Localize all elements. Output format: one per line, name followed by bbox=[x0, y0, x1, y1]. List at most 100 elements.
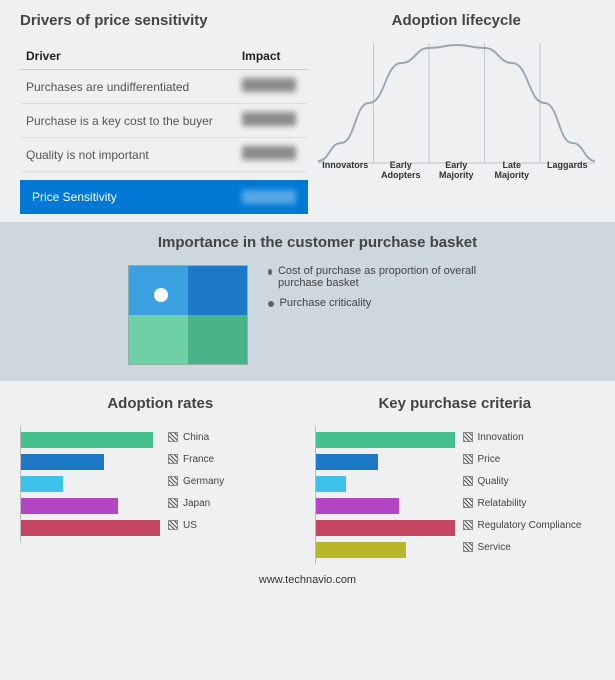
adoption-rates-title: Adoption rates bbox=[20, 395, 301, 412]
driver-label: Quality is not important bbox=[20, 138, 236, 172]
table-row: Quality is not important bbox=[20, 138, 308, 172]
legend-swatch-icon bbox=[463, 476, 473, 486]
driver-impact-blurred bbox=[236, 104, 308, 138]
driver-label: Purchases are undifferentiated bbox=[20, 70, 236, 104]
legend-item: Purchase criticality bbox=[268, 297, 488, 309]
quadrant bbox=[129, 315, 188, 364]
importance-quad-chart bbox=[128, 265, 248, 365]
legend-swatch-icon bbox=[168, 498, 178, 508]
bar-fill bbox=[316, 476, 347, 492]
criteria-chart bbox=[315, 426, 455, 564]
bar-row bbox=[316, 474, 455, 494]
bar-row bbox=[316, 452, 455, 472]
bullet-icon bbox=[268, 301, 274, 307]
legend-item: Japan bbox=[168, 492, 224, 514]
legend-swatch-icon bbox=[168, 432, 178, 442]
quadrant bbox=[188, 315, 247, 364]
legend-item: China bbox=[168, 426, 224, 448]
driver-impact-blurred bbox=[236, 138, 308, 172]
drivers-table: Driver Impact Purchases are undifferenti… bbox=[20, 43, 308, 172]
legend-swatch-icon bbox=[463, 498, 473, 508]
legend-item: Cost of purchase as proportion of overal… bbox=[268, 265, 488, 289]
bar-fill bbox=[21, 432, 153, 448]
bar-fill bbox=[21, 498, 118, 514]
legend-item: Relatability bbox=[463, 492, 582, 514]
legend-swatch-icon bbox=[463, 542, 473, 552]
bar-row bbox=[21, 518, 160, 538]
importance-legend: Cost of purchase as proportion of overal… bbox=[268, 265, 488, 317]
legend-item: US bbox=[168, 514, 224, 536]
legend-label: China bbox=[183, 432, 209, 443]
legend-label: Germany bbox=[183, 476, 224, 487]
legend-item: Quality bbox=[463, 470, 582, 492]
bar-row bbox=[316, 430, 455, 450]
adoption-rates-chart bbox=[20, 426, 160, 542]
importance-marker bbox=[154, 288, 168, 302]
legend-item: France bbox=[168, 448, 224, 470]
importance-title: Importance in the customer purchase bask… bbox=[40, 234, 595, 251]
legend-label: Regulatory Compliance bbox=[478, 520, 582, 531]
bar-fill bbox=[316, 454, 379, 470]
price-sensitivity-value-blurred bbox=[242, 190, 296, 204]
bar-fill bbox=[316, 520, 455, 536]
table-row: Purchase is a key cost to the buyer bbox=[20, 104, 308, 138]
bar-fill bbox=[21, 476, 63, 492]
legend-label: Japan bbox=[183, 498, 210, 509]
bar-fill bbox=[21, 454, 104, 470]
legend-item: Price bbox=[463, 448, 582, 470]
legend-swatch-icon bbox=[168, 476, 178, 486]
legend-item: Innovation bbox=[463, 426, 582, 448]
criteria-panel: Key purchase criteria Innovation Price Qua… bbox=[315, 395, 596, 564]
bar-row bbox=[21, 430, 160, 450]
lifecycle-stage-label: EarlyMajority bbox=[429, 161, 485, 181]
legend-swatch-icon bbox=[463, 432, 473, 442]
adoption-rates-panel: Adoption rates China France Germany Japan US bbox=[20, 395, 301, 564]
legend-label: US bbox=[183, 520, 197, 531]
bar-row bbox=[316, 496, 455, 516]
lifecycle-stage-label: EarlyAdopters bbox=[373, 161, 429, 181]
legend-label: Relatability bbox=[478, 498, 527, 509]
bar-row bbox=[21, 452, 160, 472]
bar-fill bbox=[316, 542, 406, 558]
legend-label: Purchase criticality bbox=[280, 297, 372, 309]
bar-row bbox=[316, 540, 455, 560]
legend-item: Service bbox=[463, 536, 582, 558]
lifecycle-stage-label: Laggards bbox=[540, 161, 596, 181]
lifecycle-stage-label: LateMajority bbox=[484, 161, 540, 181]
driver-label: Purchase is a key cost to the buyer bbox=[20, 104, 236, 138]
legend-label: Cost of purchase as proportion of overal… bbox=[278, 265, 488, 289]
legend-swatch-icon bbox=[463, 520, 473, 530]
bullet-icon bbox=[268, 269, 272, 275]
importance-panel: Importance in the customer purchase bask… bbox=[0, 222, 615, 381]
lifecycle-title: Adoption lifecycle bbox=[318, 12, 596, 29]
bar-fill bbox=[316, 432, 455, 448]
price-sensitivity-label: Price Sensitivity bbox=[32, 190, 117, 204]
criteria-title: Key purchase criteria bbox=[315, 395, 596, 412]
legend-label: France bbox=[183, 454, 214, 465]
footer-text: www.technavio.com bbox=[0, 574, 615, 586]
legend-label: Innovation bbox=[478, 432, 524, 443]
drivers-header-impact: Impact bbox=[236, 43, 308, 70]
lifecycle-stage-label: Innovators bbox=[318, 161, 374, 181]
bar-row bbox=[316, 518, 455, 538]
legend-swatch-icon bbox=[168, 520, 178, 530]
legend-item: Germany bbox=[168, 470, 224, 492]
bar-row bbox=[21, 496, 160, 516]
driver-impact-blurred bbox=[236, 70, 308, 104]
legend-swatch-icon bbox=[463, 454, 473, 464]
legend-label: Quality bbox=[478, 476, 509, 487]
bar-fill bbox=[316, 498, 399, 514]
quadrant bbox=[188, 266, 247, 315]
criteria-legend: Innovation Price Quality Relatability Regula… bbox=[463, 426, 582, 558]
legend-label: Price bbox=[478, 454, 501, 465]
price-sensitivity-summary: Price Sensitivity bbox=[20, 180, 308, 214]
bar-row bbox=[21, 474, 160, 494]
lifecycle-chart: InnovatorsEarlyAdoptersEarlyMajorityLate… bbox=[318, 43, 596, 203]
legend-item: Regulatory Compliance bbox=[463, 514, 582, 536]
table-row: Purchases are undifferentiated bbox=[20, 70, 308, 104]
bar-fill bbox=[21, 520, 160, 536]
lifecycle-panel: Adoption lifecycle InnovatorsEarlyAdopte… bbox=[308, 12, 596, 214]
legend-swatch-icon bbox=[168, 454, 178, 464]
adoption-rates-legend: China France Germany Japan US bbox=[168, 426, 224, 536]
drivers-title: Drivers of price sensitivity bbox=[20, 12, 308, 29]
